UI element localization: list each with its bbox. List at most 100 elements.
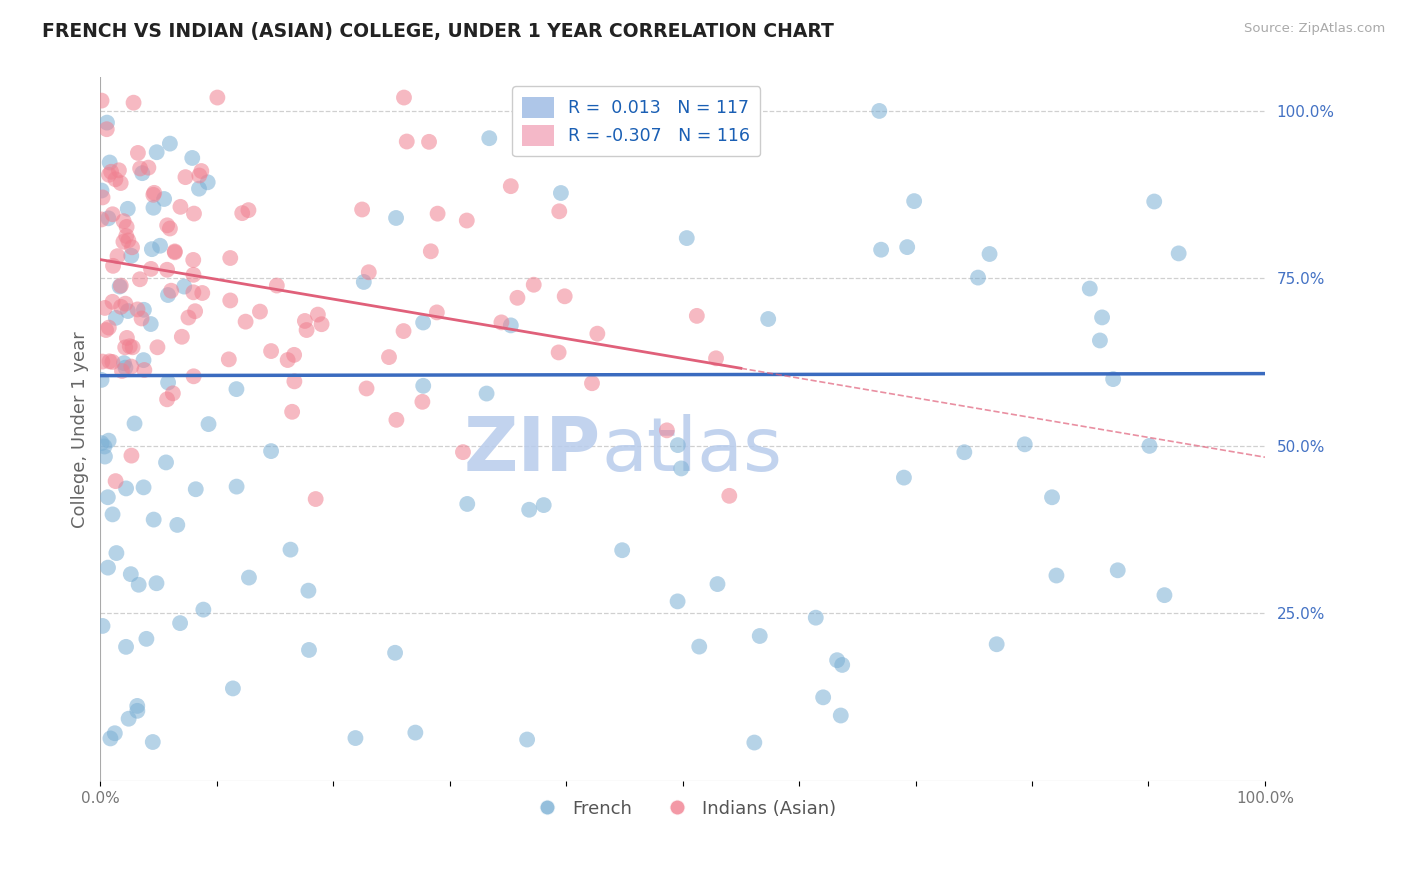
Point [225, 480, 247, 494]
Point [979, 247, 1001, 261]
Point [986, 637, 1008, 651]
Text: Source: ZipAtlas.com: Source: ZipAtlas.com [1244, 22, 1385, 36]
Point [280, 542, 302, 557]
Point [1143, 194, 1166, 209]
Point [90, 212, 112, 227]
Point [744, 735, 766, 749]
Point [451, 445, 474, 459]
Point [825, 653, 848, 667]
Point [91, 619, 114, 633]
Point [170, 330, 193, 344]
Point [870, 243, 893, 257]
Point [108, 163, 131, 178]
Point [153, 192, 176, 206]
Point [830, 708, 852, 723]
Point [181, 252, 204, 267]
Point [426, 305, 449, 319]
Point [131, 311, 153, 326]
Point [114, 360, 136, 375]
Point [426, 207, 449, 221]
Point [1040, 490, 1063, 504]
Point [120, 359, 142, 374]
Point [112, 235, 135, 249]
Point [353, 275, 375, 289]
Point [419, 244, 441, 259]
Point [129, 272, 152, 286]
Point [177, 310, 200, 325]
Point [706, 577, 728, 591]
Point [96, 115, 118, 129]
Point [159, 221, 181, 235]
Point [478, 131, 501, 145]
Point [249, 304, 271, 318]
Point [294, 314, 316, 328]
Point [756, 312, 779, 326]
Point [499, 318, 522, 333]
Point [101, 259, 124, 273]
Point [804, 610, 827, 624]
Point [523, 277, 546, 292]
Point [581, 376, 603, 391]
Point [748, 629, 770, 643]
Point [143, 186, 166, 200]
Point [121, 240, 143, 254]
Point [188, 182, 211, 196]
Point [283, 348, 305, 362]
Point [120, 249, 142, 263]
Point [160, 284, 183, 298]
Point [384, 646, 406, 660]
Point [277, 353, 299, 368]
Point [139, 261, 162, 276]
Point [110, 278, 132, 293]
Point [121, 340, 143, 354]
Point [173, 279, 195, 293]
Point [115, 640, 138, 654]
Point [134, 363, 156, 377]
Point [104, 474, 127, 488]
Point [260, 444, 283, 458]
Point [142, 187, 165, 202]
Point [612, 543, 634, 558]
Point [118, 339, 141, 353]
Point [1088, 334, 1111, 348]
Point [169, 200, 191, 214]
Point [120, 567, 142, 582]
Text: FRENCH VS INDIAN (ASIAN) COLLEGE, UNDER 1 YEAR CORRELATION CHART: FRENCH VS INDIAN (ASIAN) COLLEGE, UNDER … [42, 22, 834, 41]
Point [1153, 588, 1175, 602]
Point [132, 480, 155, 494]
Point [675, 231, 697, 245]
Point [344, 731, 367, 745]
Point [184, 482, 207, 496]
Point [412, 316, 434, 330]
Point [260, 344, 283, 359]
Point [111, 364, 134, 378]
Point [1078, 281, 1101, 295]
Point [305, 491, 328, 506]
Point [1014, 437, 1036, 451]
Point [127, 302, 149, 317]
Point [127, 704, 149, 718]
Point [533, 498, 555, 512]
Point [222, 681, 245, 696]
Point [90, 184, 112, 198]
Y-axis label: College, Under 1 year: College, Under 1 year [72, 331, 89, 527]
Point [666, 438, 689, 452]
Point [94, 323, 117, 337]
Point [475, 386, 498, 401]
Point [117, 234, 139, 248]
Point [1107, 563, 1129, 577]
Point [197, 175, 219, 189]
Point [868, 103, 890, 118]
Point [412, 379, 434, 393]
Point [162, 386, 184, 401]
Text: ZIP: ZIP [464, 414, 602, 487]
Point [117, 712, 139, 726]
Point [104, 172, 127, 186]
Point [218, 352, 240, 367]
Point [499, 179, 522, 194]
Point [184, 304, 207, 318]
Point [893, 470, 915, 484]
Point [107, 249, 129, 263]
Point [491, 315, 513, 329]
Point [191, 285, 214, 300]
